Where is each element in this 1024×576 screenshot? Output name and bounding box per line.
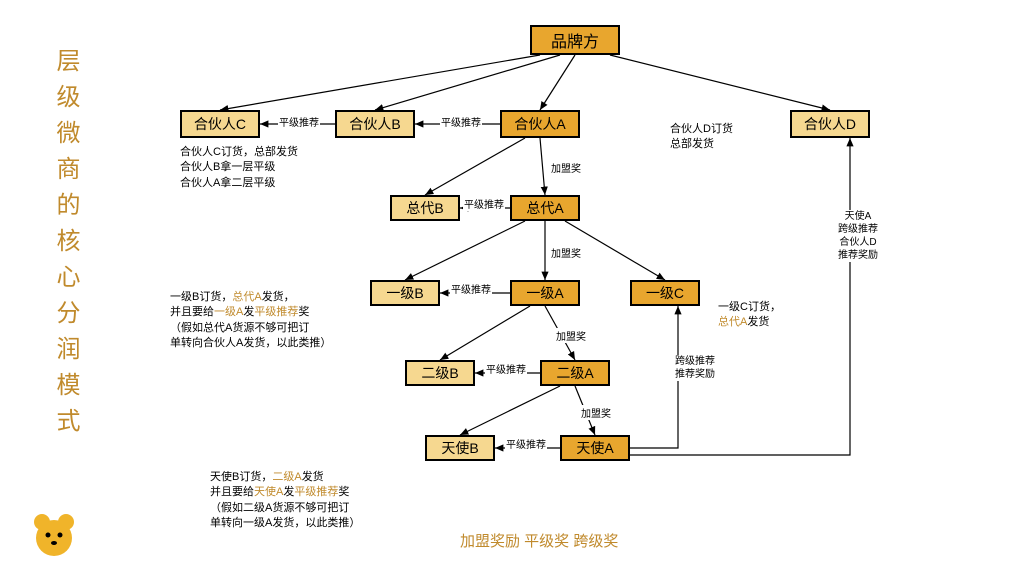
edge-label: 平级推荐 xyxy=(485,361,527,376)
edge-label: 加盟奖 xyxy=(555,328,587,343)
edge-label-angelA-to-level1C: 跨级推荐推荐奖励 xyxy=(665,355,725,381)
node-partnerC: 合伙人C xyxy=(180,110,260,138)
node-zongdaiA: 总代A xyxy=(510,195,580,221)
node-level1A: 一级A xyxy=(510,280,580,306)
node-partnerB: 合伙人B xyxy=(335,110,415,138)
hierarchy-diagram: 品牌方合伙人C 合伙人B 合伙人A 合伙人D 总代B 总代A 一级B 一级A 一级C 二级B 二级A… xyxy=(110,10,1010,570)
note-level1C_note: 一级C订货，总代A发货 xyxy=(718,300,781,331)
edge-label-angelA-to-partnerD: 天使A跨级推荐合伙人D推荐奖励 xyxy=(828,210,888,262)
edge-label: 平级推荐 xyxy=(278,114,320,129)
note-level1B_note: 一级B订货，总代A发货，并且要给一级A发平级推荐奖（假如总代A货源不够可把订单转… xyxy=(170,290,331,352)
edge-label: 加盟奖 xyxy=(550,160,582,175)
node-level1B: 一级B xyxy=(370,280,440,306)
edge-label: 平级推荐 xyxy=(440,114,482,129)
bear-logo-icon xyxy=(30,510,78,558)
node-partnerD: 合伙人D xyxy=(790,110,870,138)
edge-label: 平级推荐 xyxy=(463,196,505,211)
edge-label: 加盟奖 xyxy=(580,405,612,420)
node-brand: 品牌方 xyxy=(530,25,620,55)
note-angelB_note: 天使B订货，二级A发货并且要给天使A发平级推荐奖（假如二级A货源不够可把订单转向… xyxy=(210,470,360,532)
note-partnerD_note: 合伙人D订货总部发货 xyxy=(670,122,733,153)
edge-label: 平级推荐 xyxy=(450,281,492,296)
legend: 加盟奖励 平级奖 跨级奖 xyxy=(460,530,618,551)
node-level1C: 一级C xyxy=(630,280,700,306)
node-angelB: 天使B xyxy=(425,435,495,461)
node-partnerA: 合伙人A xyxy=(500,110,580,138)
note-partnerC_note: 合伙人C订货，总部发货合伙人B拿一层平级合伙人A拿二层平级 xyxy=(180,145,298,191)
page-title: 层级微商的核心分润模式 xyxy=(48,48,83,444)
node-zongdaiB: 总代B xyxy=(390,195,460,221)
node-level2A: 二级A xyxy=(540,360,610,386)
node-angelA: 天使A xyxy=(560,435,630,461)
node-level2B: 二级B xyxy=(405,360,475,386)
edge-label: 加盟奖 xyxy=(550,245,582,260)
edge-label: 平级推荐 xyxy=(505,436,547,451)
